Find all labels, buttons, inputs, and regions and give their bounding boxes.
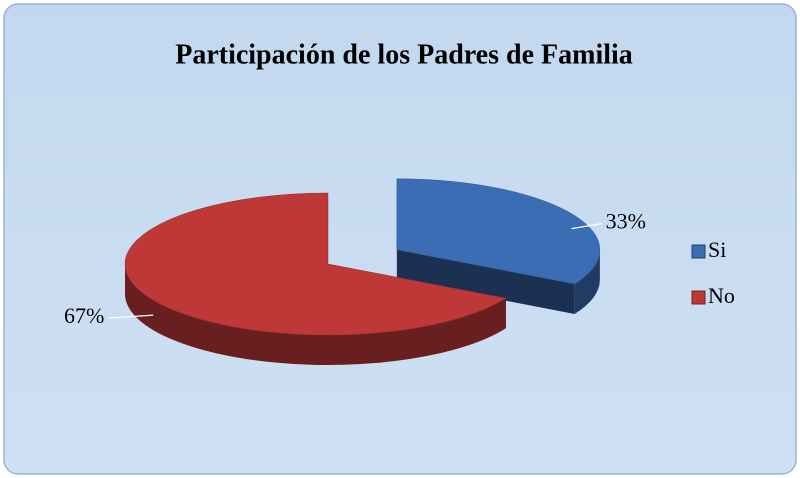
leader-line — [108, 314, 154, 319]
legend-label: No — [708, 283, 735, 308]
data-label: 33% — [606, 209, 646, 234]
slice-side — [125, 264, 506, 366]
data-label: 67% — [64, 303, 104, 328]
slice-side — [574, 249, 600, 314]
leader-line — [571, 223, 602, 230]
slice — [124, 192, 507, 336]
pie — [124, 178, 601, 366]
legend-swatch — [691, 290, 706, 305]
slice-face — [396, 249, 575, 314]
chart-title: Participación de los Padres de Familia — [175, 39, 633, 70]
legend-label: Si — [708, 237, 726, 262]
legend-swatch — [691, 244, 706, 259]
slice — [396, 178, 601, 285]
